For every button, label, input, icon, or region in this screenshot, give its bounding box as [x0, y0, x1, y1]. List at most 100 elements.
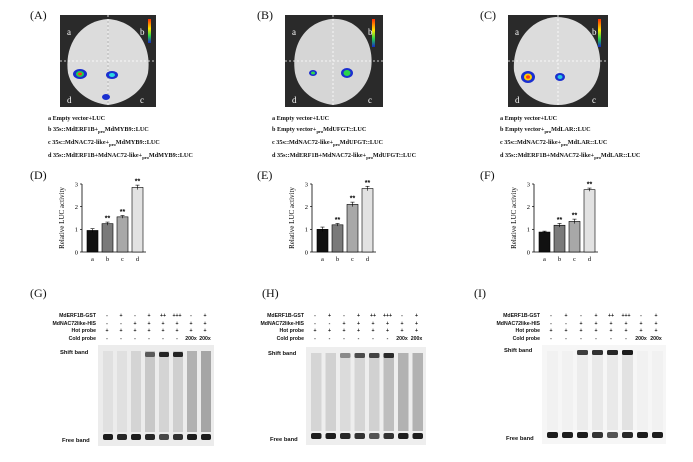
- free-band-mark: [103, 434, 113, 440]
- free-band-label: Free band: [270, 437, 298, 443]
- emsa-lane-symbol: +: [594, 313, 598, 319]
- emsa-row-label: Cold probe: [512, 335, 540, 342]
- lane-smear: [562, 351, 573, 430]
- emsa-lane-symbol: -: [134, 335, 136, 342]
- emsa-lane-symbol: +: [654, 313, 658, 319]
- emsa-lane-symbol: -: [372, 335, 374, 342]
- significance-mark: **: [365, 180, 371, 187]
- quad-label-b-d: d: [292, 95, 297, 105]
- emsa-lane-symbol: +: [414, 313, 419, 319]
- emsa-lane-symbol: +: [400, 320, 404, 327]
- x-tick-label: b: [558, 256, 561, 263]
- emsa-lane-symbol: -: [190, 313, 192, 319]
- panel-label-h: (H): [262, 286, 279, 300]
- significance-mark: **: [120, 209, 126, 216]
- free-band-mark: [607, 432, 618, 438]
- shift-band-mark: [173, 352, 183, 357]
- emsa-lane-symbol: +: [654, 320, 658, 327]
- emsa-lane-symbol: +: [147, 320, 151, 327]
- emsa-lane-symbol: -: [176, 335, 178, 342]
- free-band-mark: [201, 434, 211, 440]
- free-band-label: Free band: [506, 436, 534, 442]
- shift-band-mark: [145, 352, 155, 357]
- free-band-mark: [325, 433, 336, 439]
- legend-c: a Empty vector+LUC b Empty vector+proMdL…: [500, 113, 640, 164]
- bar: [86, 230, 99, 253]
- emsa-lane-symbol: -: [565, 335, 567, 342]
- bar: [116, 216, 129, 253]
- emsa-row-label: MdERF1B-GST: [503, 313, 540, 319]
- emsa-gel-image: [306, 347, 426, 445]
- panel-label-c: (C): [480, 8, 496, 22]
- emsa-lane-symbol: 200x: [650, 335, 662, 342]
- emsa-lane-symbol: +: [639, 320, 643, 327]
- shift-band-mark: [607, 350, 618, 355]
- lane-smear: [577, 351, 588, 430]
- emsa-lane-symbol: +++: [172, 313, 182, 319]
- emsa-lane-symbol: -: [565, 320, 567, 327]
- emsa-lane-symbol: -: [625, 335, 627, 342]
- emsa-lane-symbol: +: [203, 313, 207, 319]
- free-band-mark: [547, 432, 558, 438]
- emsa-lane-symbol: +: [356, 313, 361, 319]
- panel-label-i: (I): [474, 286, 486, 300]
- free-band-mark: [145, 434, 155, 440]
- y-tick-label: 1: [75, 227, 78, 234]
- emsa-lane-symbol: -: [357, 335, 360, 342]
- free-band-mark: [117, 434, 127, 440]
- free-band-mark: [398, 433, 409, 439]
- shift-band-mark: [577, 350, 588, 355]
- emsa-lane-symbol: -: [120, 335, 122, 342]
- emsa-row-label: MdNAC72like-HIS: [260, 320, 304, 327]
- emsa-lane-symbol: -: [595, 335, 597, 342]
- y-axis-label: Relative LUC activity: [510, 187, 518, 249]
- free-band-mark: [412, 433, 423, 439]
- emsa-lane-symbol: +: [624, 320, 628, 327]
- significance-mark: **: [135, 179, 141, 186]
- emsa-lane-symbol: -: [106, 313, 108, 319]
- emsa-row-label: MdERF1B-GST: [267, 313, 304, 319]
- emsa-lane-symbol: +: [161, 320, 165, 327]
- emsa-lane-symbol: -: [580, 335, 582, 342]
- emsa-lane-symbol: -: [343, 335, 345, 342]
- quad-label-a-c: c: [140, 95, 144, 105]
- emsa-lane-symbol: -: [386, 335, 389, 342]
- free-band-mark: [340, 433, 351, 439]
- emsa-row-label: Cold probe: [276, 335, 304, 342]
- leaf-image-c: [508, 15, 608, 107]
- free-band-mark: [622, 432, 633, 438]
- shift-band-label: Shift band: [60, 350, 89, 356]
- quad-label-c-d: d: [515, 95, 520, 105]
- panel-label-d: (D): [30, 168, 47, 182]
- legend-c-line-1: a Empty vector+LUC: [500, 115, 558, 122]
- emsa-lane-symbol: +: [594, 320, 598, 327]
- lane-smear: [622, 351, 633, 430]
- panel-label-b: (B): [257, 8, 273, 22]
- legend-c-line-4: d 35s::MdERF1B+MdNAC72-like+proMdLAR::LU…: [500, 152, 641, 161]
- free-band-mark: [577, 432, 588, 438]
- quad-label-a-b: b: [140, 27, 145, 37]
- bar: [583, 189, 596, 253]
- lane-smear: [607, 351, 618, 430]
- emsa-lane-symbol: +: [327, 313, 332, 319]
- y-axis-label: Relative LUC activity: [288, 187, 296, 249]
- emsa-lane-symbol: -: [148, 335, 150, 342]
- shift-band-mark: [159, 352, 169, 357]
- free-band-mark: [131, 434, 141, 440]
- free-band-mark: [562, 432, 573, 438]
- emsa-lane-symbol: -: [580, 313, 582, 319]
- bar: [568, 221, 581, 253]
- free-band-mark: [354, 433, 365, 439]
- significance-mark: **: [557, 217, 563, 224]
- emsa-lane-symbol: +: [147, 328, 151, 335]
- emsa-lane-symbol: -: [162, 335, 164, 342]
- emsa-lane-symbol: +: [579, 328, 583, 335]
- emsa-row-label: MdNAC72like-HIS: [52, 320, 96, 327]
- emsa-lane-symbol: -: [106, 335, 108, 342]
- emsa-lane-symbol: +: [119, 328, 123, 335]
- quad-label-a-d: d: [67, 95, 72, 105]
- emsa-lane-symbol: -: [328, 320, 331, 327]
- y-tick-label: 2: [305, 204, 308, 211]
- bar: [346, 204, 359, 253]
- lane-smear: [340, 353, 351, 431]
